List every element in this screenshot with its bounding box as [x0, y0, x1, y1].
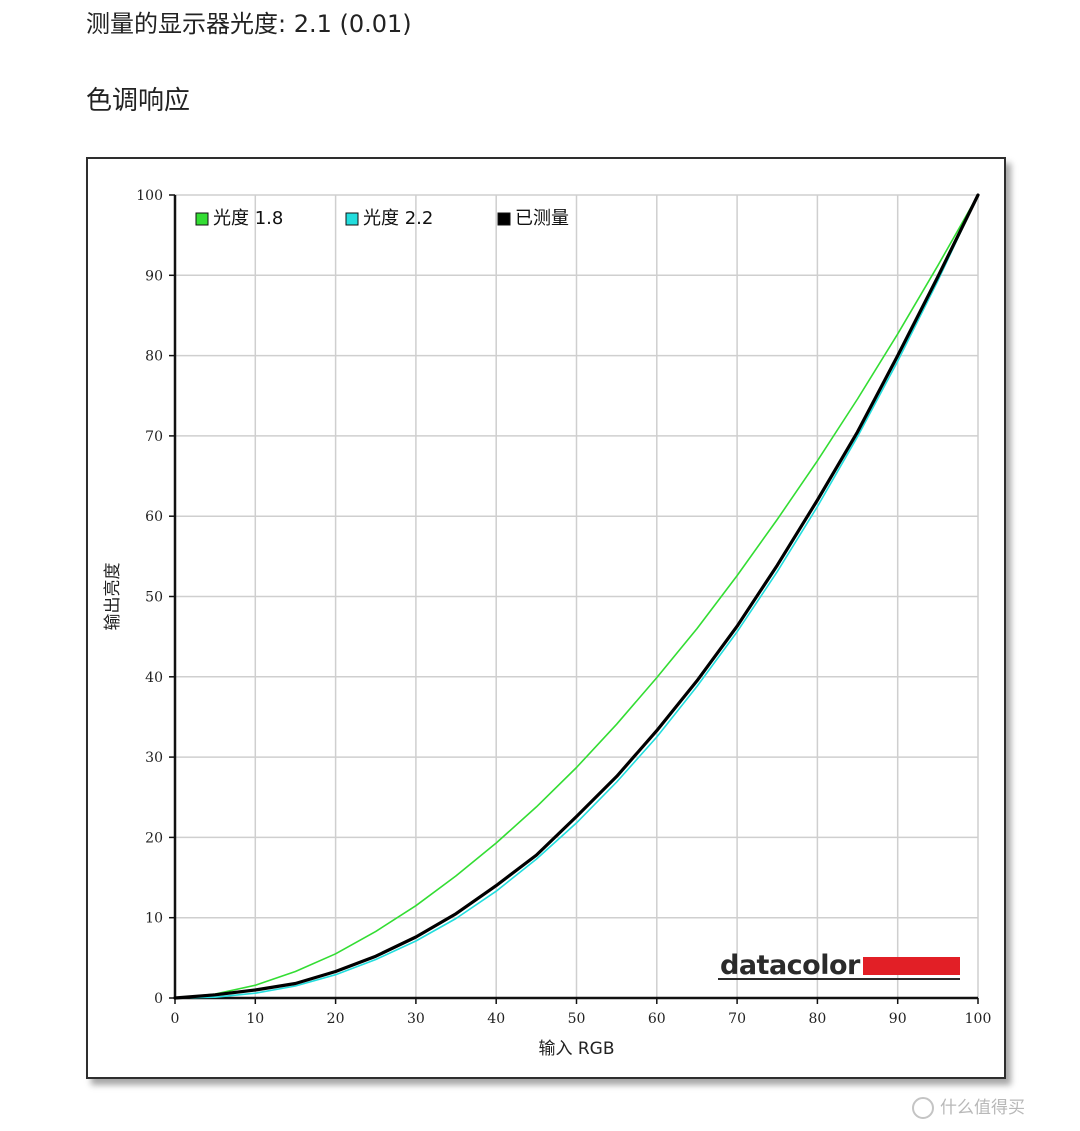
- x-tick-label-10: 100: [965, 1011, 992, 1027]
- gamma-measurement: 测量的显示器光度: 2.1 (0.01): [86, 10, 412, 38]
- x-tick-label-2: 20: [327, 1011, 345, 1027]
- legend-label-2: 已测量: [515, 208, 569, 229]
- y-tick-label-5: 50: [145, 590, 163, 606]
- y-tick-label-7: 70: [145, 429, 163, 445]
- section-title: 色调响应: [86, 86, 191, 116]
- x-tick-label-7: 70: [728, 1011, 746, 1027]
- tone-response-chart: 0 10 20 30 40 50 60 70 80 90 100 0 10 20 30 40 50 60 70 80 9…: [86, 157, 1006, 1079]
- x-tick-label-6: 60: [648, 1011, 666, 1027]
- y-tick-label-9: 90: [145, 268, 163, 284]
- x-tick-label-4: 40: [487, 1011, 505, 1027]
- datacolor-logo-bar: [863, 957, 960, 975]
- legend-label-0: 光度 1.8: [213, 208, 283, 229]
- y-tick-label-1: 10: [145, 911, 163, 927]
- x-axis-label: 输入 RGB: [538, 1039, 614, 1059]
- legend-label-1: 光度 2.2: [363, 208, 433, 229]
- x-tick-label-8: 80: [808, 1011, 826, 1027]
- site-watermark: 什么值得买: [912, 1093, 1025, 1119]
- x-tick-label-5: 50: [568, 1011, 586, 1027]
- chart-svg: 0 10 20 30 40 50 60 70 80 90 100 0 10 20 30 40 50 60 70 80 9…: [103, 188, 992, 1059]
- x-tick-label-0: 0: [171, 1011, 180, 1027]
- y-tick-label-2: 20: [145, 830, 163, 846]
- x-tick-label-9: 90: [889, 1011, 907, 1027]
- y-tick-label-0: 0: [154, 991, 163, 1007]
- watermark-logo-icon: [912, 1097, 934, 1119]
- watermark-text: 什么值得买: [940, 1098, 1025, 1118]
- series-line-0: [174, 194, 979, 999]
- series-line-1: [174, 194, 979, 999]
- y-tick-label-6: 60: [145, 509, 163, 525]
- y-tick-label-4: 40: [145, 670, 163, 686]
- datacolor-logo-text: datacolor: [720, 950, 861, 981]
- y-tick-label-10: 100: [136, 188, 163, 204]
- series-line-2: [173, 193, 980, 1000]
- y-tick-label-3: 30: [145, 750, 163, 766]
- x-tick-label-1: 10: [246, 1011, 264, 1027]
- legend-swatch-1: [345, 212, 359, 226]
- legend-swatch-0: [195, 212, 209, 226]
- x-tick-label-3: 30: [407, 1011, 425, 1027]
- legend-swatch-2: [497, 212, 511, 226]
- y-tick-label-8: 80: [145, 349, 163, 365]
- y-axis-label: 输出亮度: [103, 563, 123, 631]
